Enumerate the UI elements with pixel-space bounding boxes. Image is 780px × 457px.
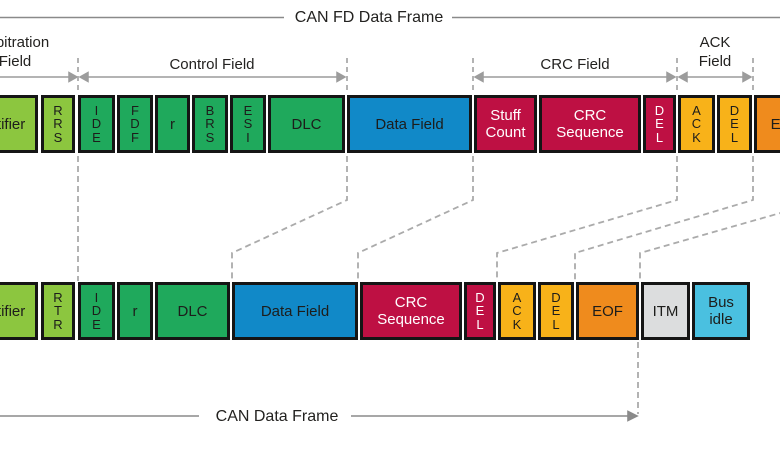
fd-block-r: r xyxy=(155,95,190,153)
fd-block-identifier: Identifier xyxy=(0,95,38,153)
connector-crcfield-end xyxy=(496,156,678,281)
can-block-dlc: DLC xyxy=(155,282,230,340)
canfd-frame-title: CAN FD Data Frame xyxy=(294,9,444,26)
can-block-identifier: Identifier xyxy=(0,282,38,340)
fd-block-ack: A C K xyxy=(678,95,715,153)
ack-field-label: ACK Field xyxy=(698,34,732,70)
can-block-eof: EOF xyxy=(576,282,639,340)
crc-field-label: CRC Field xyxy=(540,56,610,73)
can-block-crc-sequence: CRC Sequence xyxy=(360,282,462,340)
crc-arrow-left-head-icon xyxy=(473,71,484,83)
can-block-ack-del: D E L xyxy=(538,282,574,340)
arbitration-arrow-head-icon xyxy=(68,71,79,83)
can-block-data-field: Data Field xyxy=(232,282,358,340)
can-block-ide: I D E xyxy=(78,282,115,340)
can-frame-row: Identifier R T R I D E r DLC Data Field … xyxy=(0,282,780,340)
fd-block-dlc: DLC xyxy=(268,95,345,153)
fd-block-ack-del: D E L xyxy=(717,95,752,153)
control-field-label: Control Field xyxy=(169,56,255,73)
arbitration-field-label: Arbitration Field xyxy=(0,34,50,70)
ack-arrow-right-head-icon xyxy=(742,71,753,83)
can-block-itm: ITM xyxy=(641,282,690,340)
can-block-crc-del: D E L xyxy=(464,282,496,340)
fd-block-fdf: F D F xyxy=(117,95,153,153)
connector-dlc-end xyxy=(231,156,348,281)
canfd-frame-row: Identifier R R S I D E F D F r B R S E S… xyxy=(0,95,780,153)
ack-arrow-left-head-icon xyxy=(677,71,688,83)
can-block-bus-idle: Bus idle xyxy=(692,282,750,340)
fd-block-crc-sequence: CRC Sequence xyxy=(539,95,641,153)
crc-arrow-right-head-icon xyxy=(666,71,677,83)
can-block-ack: A C K xyxy=(498,282,536,340)
connector-datafield-end xyxy=(357,156,474,281)
fd-block-eof: EOF xyxy=(754,95,780,153)
fd-block-brs: B R S xyxy=(192,95,228,153)
control-arrow-left-head-icon xyxy=(78,71,89,83)
fd-block-stuff-count: Stuff Count xyxy=(474,95,537,153)
fd-block-ide: I D E xyxy=(78,95,115,153)
connector-ackfield-end xyxy=(574,156,754,281)
fd-block-data-field: Data Field xyxy=(347,95,472,153)
can-block-rtr: R T R xyxy=(41,282,75,340)
fd-block-crc-del: D E L xyxy=(643,95,676,153)
fd-block-esi: E S I xyxy=(230,95,266,153)
can-span-arrow-head-icon xyxy=(627,410,639,422)
fd-block-rrs: R R S xyxy=(41,95,75,153)
can-frame-title: CAN Data Frame xyxy=(215,408,339,425)
connector-eof-end xyxy=(639,212,780,281)
can-block-r: r xyxy=(117,282,153,340)
control-arrow-right-head-icon xyxy=(336,71,347,83)
